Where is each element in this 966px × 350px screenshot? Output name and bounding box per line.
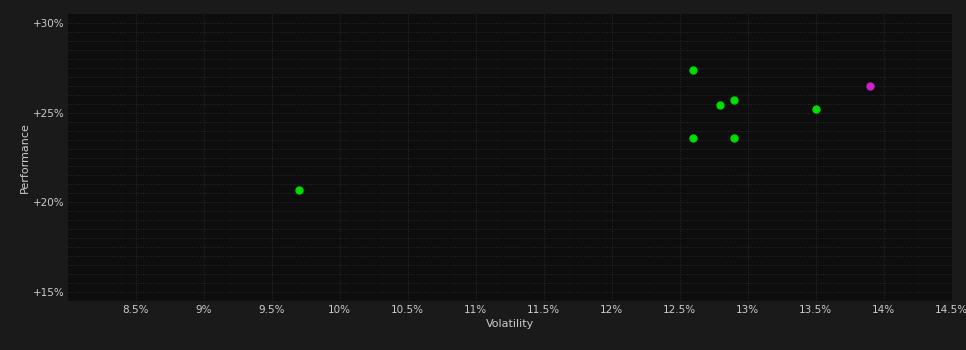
Point bbox=[808, 106, 823, 112]
Point bbox=[726, 135, 742, 141]
Y-axis label: Performance: Performance bbox=[20, 122, 30, 193]
Point bbox=[686, 67, 701, 72]
Point bbox=[726, 97, 742, 103]
Point bbox=[863, 83, 878, 89]
Point bbox=[291, 187, 306, 192]
X-axis label: Volatility: Volatility bbox=[486, 319, 533, 329]
Point bbox=[686, 135, 701, 141]
Point bbox=[713, 103, 728, 108]
